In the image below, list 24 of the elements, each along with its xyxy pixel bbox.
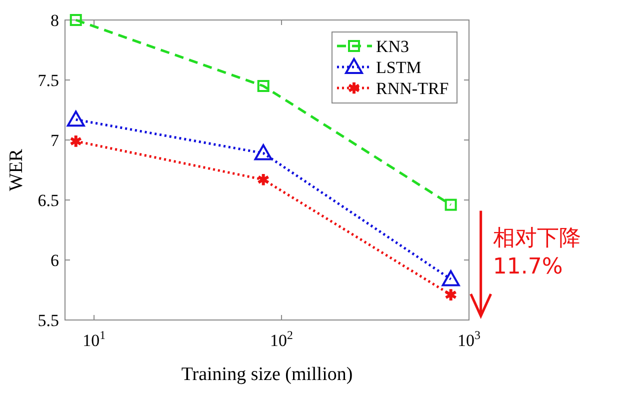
legend-label: LSTM (376, 58, 422, 77)
legend-label: RNN-TRF (376, 78, 449, 98)
x-tick-label: 10$^{1}$ (82, 328, 106, 350)
y-tick-label: 5.5 (38, 310, 59, 330)
y-tick-label: 7.5 (38, 70, 59, 90)
legend-label: KN3 (376, 36, 410, 56)
point (66, 110, 85, 127)
x-axis-title: Training size (million) (181, 364, 353, 385)
y-tick-label: 6 (50, 250, 59, 270)
annotation: 相对下降 11.7% (492, 226, 581, 280)
point (444, 198, 457, 211)
point (442, 270, 460, 286)
point (256, 172, 270, 187)
point (254, 144, 272, 160)
y-axis-title: WER (6, 148, 27, 192)
point (70, 14, 82, 26)
point (69, 134, 82, 148)
x-tick-label: 10$^{3}$ (458, 328, 481, 350)
point (444, 288, 458, 302)
y-tick-label: 8 (50, 10, 59, 30)
point (257, 80, 270, 92)
x-tick-label: 10$^{2}$ (270, 328, 294, 350)
y-tick-label: 7 (50, 130, 60, 150)
y-tick-label: 6.5 (38, 190, 59, 210)
